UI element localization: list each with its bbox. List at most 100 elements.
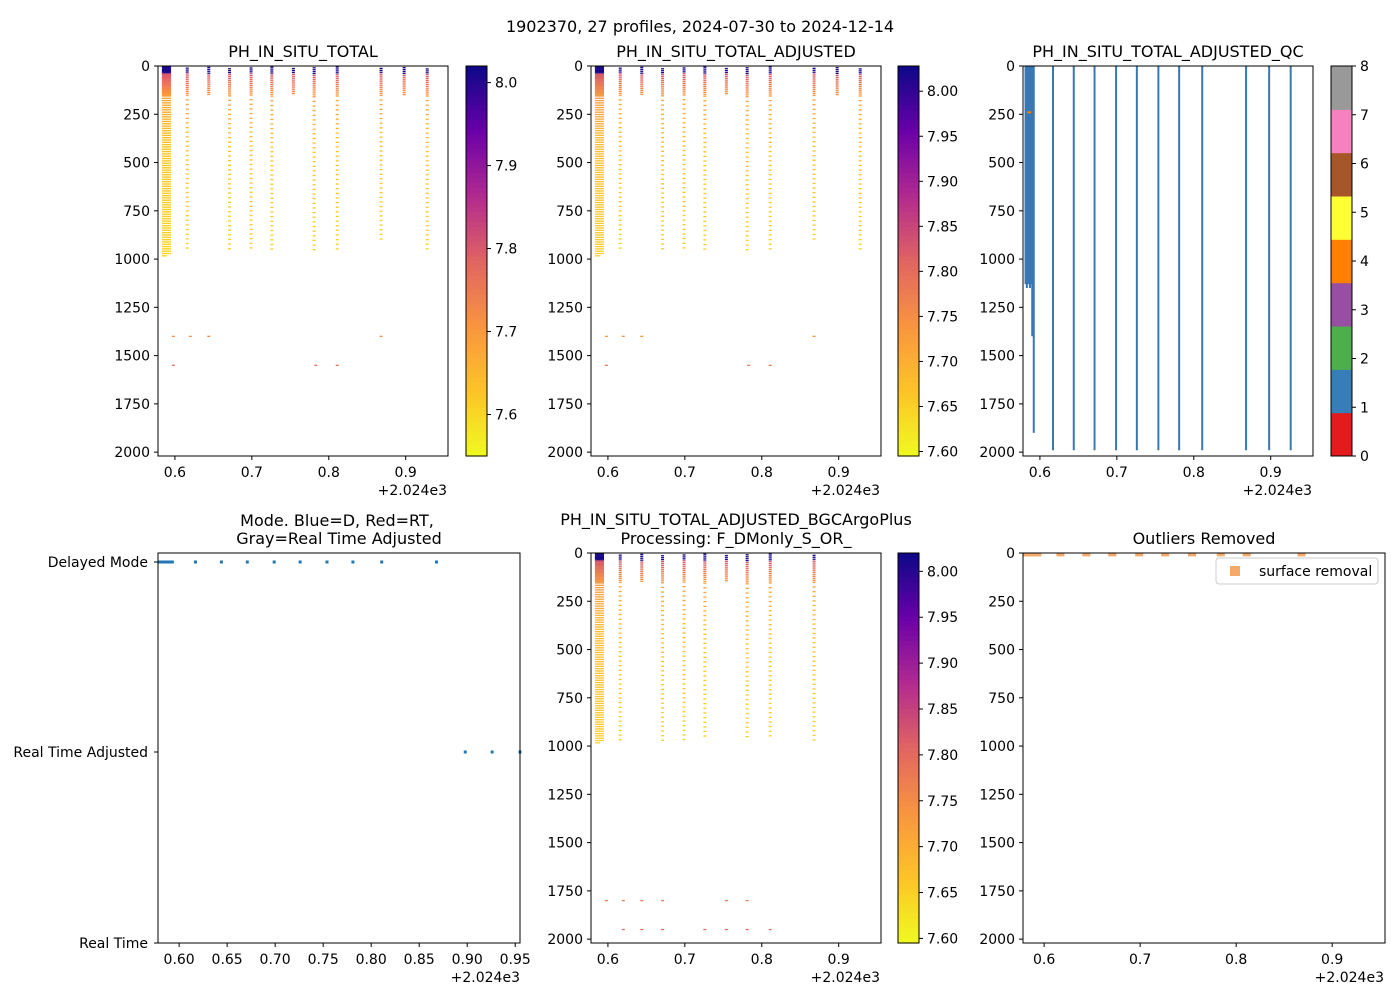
- colorbar-band: [898, 222, 919, 228]
- data-point: [703, 197, 707, 199]
- data-point: [185, 82, 189, 85]
- data-point: [747, 364, 751, 366]
- data-point: [768, 688, 772, 691]
- panel-outliers-removed: Outliers Removed 0.6 0.7 0.8 0.902505007501…: [979, 529, 1386, 986]
- data-point: [425, 76, 429, 78]
- y-tick-label: 1250: [547, 787, 583, 803]
- data-point: [858, 150, 862, 153]
- data-point: [703, 151, 707, 153]
- data-point: [165, 99, 169, 102]
- data-point: [598, 148, 602, 150]
- data-point: [161, 232, 165, 234]
- data-point: [597, 245, 601, 248]
- data-point: [597, 691, 601, 693]
- data-point: [682, 609, 686, 611]
- figure-title: 1902370, 27 profiles, 2024-07-30 to 2024…: [506, 17, 894, 36]
- data-point: [703, 553, 707, 555]
- data-point: [161, 67, 165, 69]
- data-point: [682, 560, 686, 562]
- data-point: [601, 160, 605, 162]
- data-point: [161, 148, 165, 150]
- data-point: [168, 208, 172, 211]
- data-point: [601, 90, 605, 92]
- data-point: [185, 84, 189, 87]
- x-tick-label: 0.6: [597, 952, 619, 968]
- colorbar-band: [898, 899, 919, 905]
- data-point: [312, 216, 316, 218]
- data-point: [164, 72, 168, 74]
- data-point: [812, 75, 816, 77]
- data-point: [598, 76, 602, 79]
- data-point: [812, 554, 816, 557]
- data-point: [594, 716, 598, 719]
- data-point: [594, 700, 598, 702]
- data-point: [661, 651, 665, 653]
- data-point: [812, 679, 816, 681]
- data-point: [597, 155, 601, 157]
- data-point: [312, 230, 316, 232]
- data-point: [594, 125, 598, 127]
- data-point: [161, 150, 165, 153]
- data-point: [858, 229, 862, 232]
- data-point: [185, 242, 189, 245]
- data-point: [594, 79, 598, 81]
- data-point: [165, 245, 169, 248]
- data-point: [228, 83, 232, 85]
- data-point: [161, 137, 165, 139]
- data-point: [164, 137, 168, 139]
- data-point: [812, 219, 816, 222]
- data-point: [379, 131, 383, 134]
- data-point: [812, 655, 816, 658]
- panel-ph-qc: PH_IN_SITU_TOTAL_ADJUSTED_QC 0.6 0.7 0.8 0.…: [979, 42, 1369, 499]
- data-point: [598, 556, 602, 559]
- data-point: [270, 155, 274, 158]
- data-point: [168, 155, 172, 157]
- data-point: [291, 75, 295, 77]
- data-point: [161, 95, 165, 97]
- data-point: [724, 69, 728, 72]
- data-point: [335, 77, 339, 80]
- data-point: [270, 118, 274, 120]
- data-point: [594, 695, 598, 698]
- data-point: [597, 575, 601, 577]
- data-point: [618, 706, 622, 708]
- data-point: [745, 72, 749, 75]
- data-point: [601, 93, 605, 95]
- data-point: [164, 130, 168, 132]
- data-point: [618, 569, 622, 572]
- data-point: [597, 190, 601, 192]
- data-point: [682, 214, 686, 217]
- data-point: [594, 241, 598, 243]
- data-point: [168, 90, 172, 92]
- data-point: [594, 70, 598, 73]
- data-point: [724, 81, 728, 83]
- data-point: [270, 85, 274, 88]
- data-point: [618, 108, 622, 110]
- data-point: [598, 679, 602, 681]
- y-tick-label: 1750: [979, 397, 1015, 413]
- data-point: [682, 571, 686, 574]
- data-point: [597, 197, 601, 199]
- data-point: [661, 238, 665, 241]
- data-point: [682, 720, 686, 722]
- colorbar-band: [898, 95, 919, 101]
- colorbar-band: [898, 241, 919, 247]
- data-point: [597, 89, 601, 91]
- outlier-point: [1297, 553, 1306, 557]
- data-point: [164, 215, 168, 218]
- data-point: [768, 928, 772, 931]
- data-point: [768, 619, 772, 621]
- colorbar-band: [898, 718, 919, 725]
- data-point: [335, 113, 339, 116]
- data-point: [601, 72, 605, 74]
- qc-colorbar-band: [1331, 109, 1352, 154]
- y-tick-label: 1750: [547, 884, 583, 900]
- data-point: [335, 215, 339, 218]
- data-point: [745, 67, 749, 69]
- data-point: [812, 628, 816, 630]
- data-point: [594, 132, 598, 134]
- data-point: [682, 159, 686, 161]
- x-tick-label: 0.9: [1321, 952, 1343, 968]
- data-point: [594, 181, 598, 183]
